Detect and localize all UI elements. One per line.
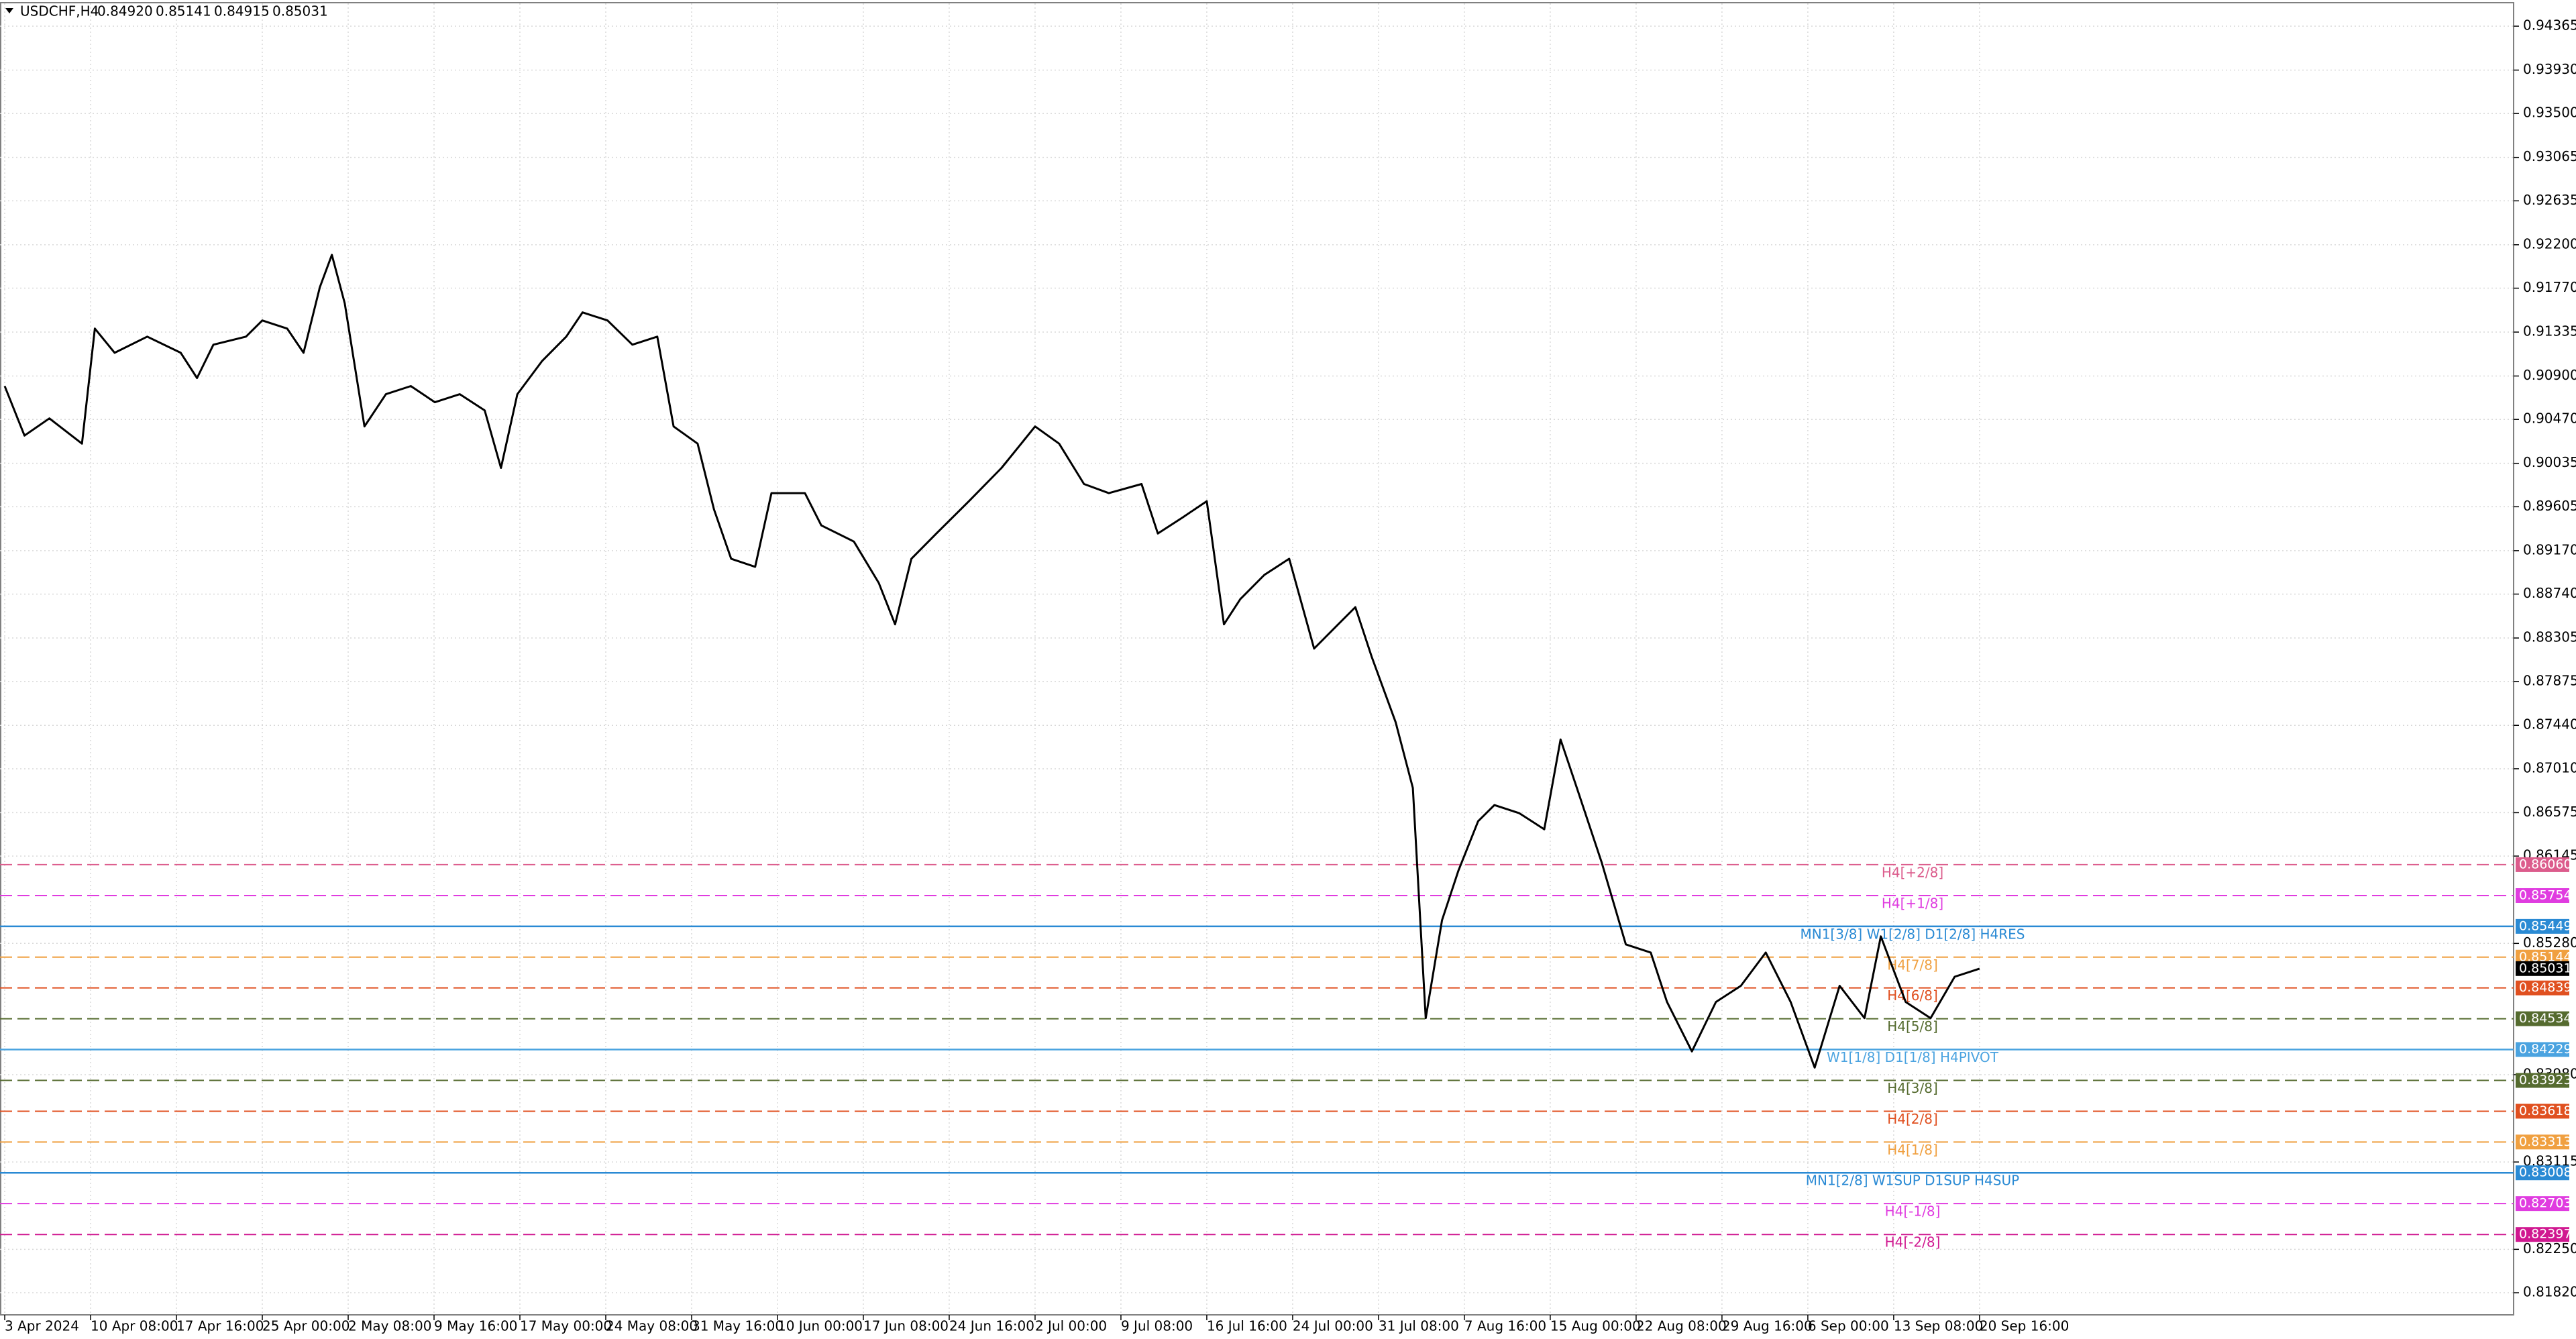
y-tick-label: 0.88740: [2523, 585, 2576, 601]
x-tick-label: 6 Sep 00:00: [1808, 1318, 1889, 1334]
x-tick-label: 9 Jul 08:00: [1121, 1318, 1193, 1334]
x-tick-label: 31 Jul 08:00: [1379, 1318, 1459, 1334]
level-tag-label: 0.83923: [2519, 1073, 2572, 1087]
y-tick-label: 0.88305: [2523, 629, 2576, 645]
y-tick-label: 0.93500: [2523, 105, 2576, 121]
y-tick-label: 0.93930: [2523, 61, 2576, 77]
level-tag-label: 0.85754: [2519, 888, 2572, 902]
level-tag: [2516, 918, 2569, 934]
y-tick-label: 0.87875: [2523, 672, 2576, 688]
level-name: MN1[2/8] W1SUP D1SUP H4SUP: [1806, 1173, 2019, 1189]
y-tick-label: 0.87440: [2523, 716, 2576, 733]
level-tag: [2516, 1042, 2569, 1057]
y-tick-label: 0.82250: [2523, 1240, 2576, 1256]
x-tick-label: 22 Aug 08:00: [1636, 1318, 1727, 1334]
x-tick-label: 7 Aug 16:00: [1464, 1318, 1546, 1334]
y-tick-label: 0.89605: [2523, 498, 2576, 514]
x-tick-label: 16 Jul 16:00: [1207, 1318, 1287, 1334]
level-tag: [2516, 1073, 2569, 1088]
x-tick-label: 15 Aug 00:00: [1550, 1318, 1641, 1334]
y-tick-label: 0.91770: [2523, 279, 2576, 295]
x-tick-label: 25 Apr 00:00: [262, 1318, 350, 1334]
level-tag: [2516, 1134, 2569, 1150]
y-tick-label: 0.94365: [2523, 17, 2576, 34]
level-tag-label: 0.85449: [2519, 918, 2572, 933]
level-tag-label: 0.82397: [2519, 1227, 2572, 1242]
close: 0.85031: [272, 3, 328, 19]
price-line: [3, 254, 1980, 1069]
level-name: H4[-2/8]: [1885, 1234, 1941, 1250]
y-tick-label: 0.89170: [2523, 541, 2576, 557]
level-tag: [2516, 857, 2569, 872]
level-tag: [2516, 1104, 2569, 1119]
last-price-tag: [2516, 961, 2569, 976]
x-tick-label: 20 Sep 16:00: [1980, 1318, 2070, 1334]
level-tag-label: 0.85144: [2519, 949, 2572, 964]
high: 0.85141: [156, 3, 211, 19]
y-tick-label: 0.92200: [2523, 235, 2576, 252]
x-tick-label: 10 Jun 00:00: [777, 1318, 863, 1334]
level-name: H4[+1/8]: [1882, 895, 1943, 911]
y-tick-label: 0.85280: [2523, 934, 2576, 951]
level-name: H4[+2/8]: [1882, 864, 1943, 880]
level-tag: [2516, 1196, 2569, 1212]
x-tick-label: 10 Apr 08:00: [91, 1318, 178, 1334]
x-tick-label: 13 Sep 08:00: [1894, 1318, 1984, 1334]
x-tick-label: 24 Jul 00:00: [1293, 1318, 1373, 1334]
y-tick-label: 0.87010: [2523, 759, 2576, 775]
level-name: H4[3/8]: [1887, 1080, 1938, 1096]
level-name: H4[1/8]: [1887, 1142, 1938, 1158]
level-tag: [2516, 888, 2569, 903]
level-name: H4[5/8]: [1887, 1018, 1938, 1034]
y-tick-label: 0.93065: [2523, 148, 2576, 164]
level-name: H4[7/8]: [1887, 957, 1938, 973]
level-tag: [2516, 1165, 2569, 1181]
level-name: MN1[3/8] W1[2/8] D1[2/8] H4RES: [1800, 926, 2025, 942]
level-tag-label: 0.83008: [2519, 1165, 2572, 1180]
level-tag: [2516, 1011, 2569, 1026]
x-tick-label: 17 May 00:00: [520, 1318, 612, 1334]
level-tag-label: 0.83618: [2519, 1104, 2572, 1118]
level-tag: [2516, 1227, 2569, 1242]
level-tag-label: 0.83313: [2519, 1134, 2572, 1149]
menu-arrow[interactable]: [5, 8, 13, 13]
low: 0.84915: [214, 3, 270, 19]
level-name: H4[6/8]: [1887, 987, 1938, 1004]
level-tag-label: 0.86060: [2519, 857, 2572, 871]
x-tick-label: 17 Jun 08:00: [863, 1318, 949, 1334]
x-tick-label: 24 Jun 16:00: [949, 1318, 1034, 1334]
y-tick-label: 0.90470: [2523, 411, 2576, 427]
level-tag-label: 0.82703: [2519, 1196, 2572, 1211]
level-name: W1[1/8] D1[1/8] H4PIVOT: [1827, 1049, 1999, 1065]
x-tick-label: 24 May 08:00: [606, 1318, 698, 1334]
y-tick-label: 0.91335: [2523, 323, 2576, 339]
y-tick-label: 0.86575: [2523, 804, 2576, 820]
level-name: H4[-1/8]: [1885, 1203, 1941, 1220]
y-tick-label: 0.90900: [2523, 367, 2576, 383]
last-price-label: 0.85031: [2519, 961, 2572, 975]
level-tag: [2516, 949, 2569, 965]
level-tag-label: 0.84839: [2519, 980, 2572, 995]
y-tick-label: 0.92635: [2523, 192, 2576, 208]
x-tick-label: 9 May 16:00: [434, 1318, 517, 1334]
plot-frame: [0, 2, 2514, 1316]
x-tick-label: 2 May 08:00: [348, 1318, 431, 1334]
x-tick-label: 17 Apr 16:00: [176, 1318, 264, 1334]
x-tick-label: 3 Apr 2024: [5, 1318, 79, 1334]
x-tick-label: 31 May 16:00: [692, 1318, 784, 1334]
open: 0.84920: [97, 3, 153, 19]
x-tick-label: 2 Jul 00:00: [1035, 1318, 1107, 1334]
level-tag-label: 0.84534: [2519, 1011, 2572, 1026]
level-tag: [2516, 980, 2569, 996]
y-tick-label: 0.81820: [2523, 1284, 2576, 1300]
level-name: H4[2/8]: [1887, 1111, 1938, 1127]
level-tag-label: 0.84229: [2519, 1042, 2572, 1057]
x-tick-label: 29 Aug 16:00: [1722, 1318, 1813, 1334]
symbol: USDCHF,H4: [20, 3, 99, 19]
y-tick-label: 0.90035: [2523, 454, 2576, 470]
